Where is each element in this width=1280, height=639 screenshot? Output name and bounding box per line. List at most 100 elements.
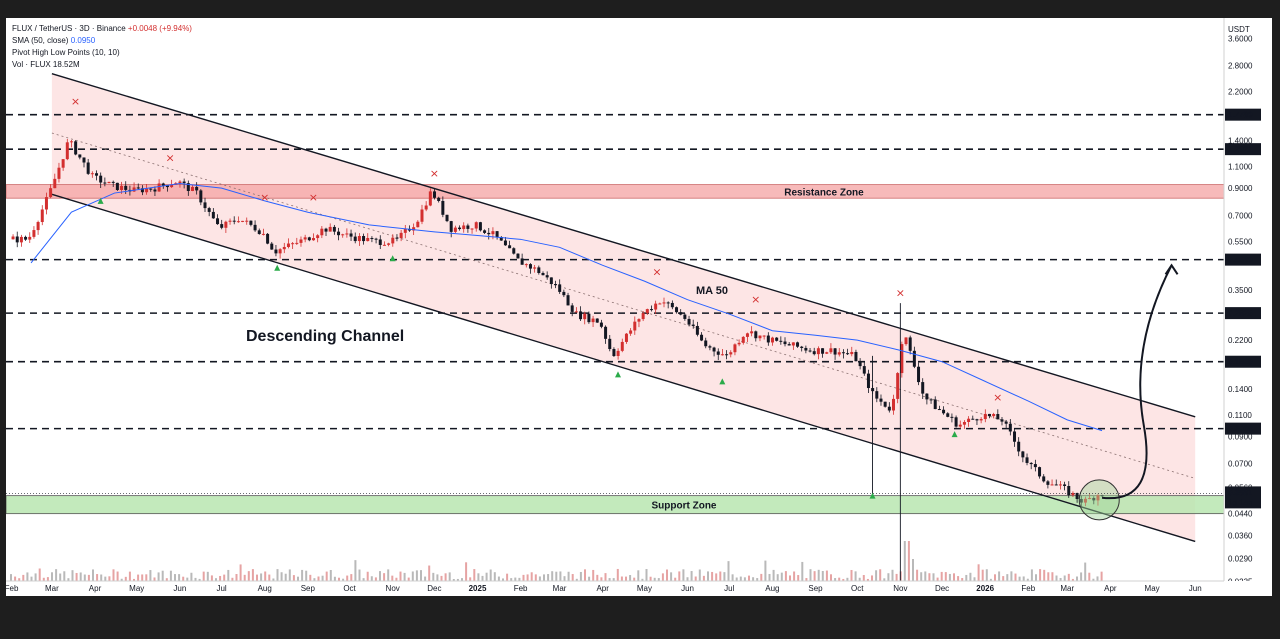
- candle-body: [962, 421, 966, 425]
- volume-bar: [477, 573, 480, 581]
- volume-bar: [116, 571, 119, 581]
- volume-bar: [223, 574, 226, 581]
- chart-canvas[interactable]: × × × × × × × × × Descending Channel MA 50 Resistan…: [6, 18, 1272, 596]
- x-tick-label: Mar: [553, 584, 567, 593]
- volume-bar: [1059, 577, 1062, 581]
- symbol-text[interactable]: FLUX / TetherUS · 3D · Binance: [12, 24, 126, 33]
- candle-body: [892, 398, 896, 411]
- x-tick-label: Dec: [935, 584, 949, 593]
- candle-body: [341, 234, 345, 236]
- x-tick-label: Jul: [216, 584, 226, 593]
- pivot-low-marker: [389, 255, 396, 262]
- volume-bar: [1022, 576, 1025, 581]
- candle-body: [266, 233, 270, 244]
- volume-bar: [739, 576, 742, 581]
- candle-body: [904, 337, 908, 345]
- candle-body: [478, 222, 482, 231]
- candle-body: [282, 246, 286, 250]
- x-tick-label: Nov: [893, 584, 907, 593]
- volume-bar: [866, 578, 869, 581]
- candle-body: [190, 186, 194, 191]
- candle-body: [1071, 492, 1075, 496]
- volume-bar: [961, 578, 964, 581]
- sma-50-line: [30, 182, 1103, 432]
- volume-bar: [366, 571, 369, 581]
- volume-bar: [854, 571, 857, 581]
- y-tick-label: 0.0360: [1228, 531, 1253, 540]
- volume-bar: [649, 576, 652, 581]
- volume-bar: [588, 576, 591, 581]
- support-zone: [6, 495, 1225, 515]
- volume-bar: [30, 576, 33, 581]
- candle-body: [103, 182, 107, 184]
- pivot-low-marker: [97, 197, 104, 204]
- candle-body: [32, 230, 36, 237]
- candle-body: [232, 220, 236, 222]
- pivot-high-marker: ×: [751, 293, 760, 306]
- candle-body: [170, 184, 174, 188]
- volume-bar: [338, 577, 340, 581]
- volume-bar: [374, 577, 377, 581]
- volume-bar: [391, 575, 394, 581]
- x-tick-label: Oct: [851, 584, 864, 593]
- volume-bar: [903, 541, 906, 581]
- volume-bar: [764, 560, 767, 581]
- candle-body: [1025, 457, 1029, 463]
- volume-bar: [551, 571, 554, 581]
- volume-bar: [547, 574, 550, 581]
- legend-pivot-row[interactable]: Pivot High Low Points (10, 10): [12, 47, 192, 59]
- volume-bar: [743, 577, 746, 581]
- candle-body: [971, 418, 975, 420]
- candle-body: [453, 227, 457, 232]
- candle-body: [49, 188, 53, 198]
- candle-body: [220, 224, 224, 228]
- candle-body: [562, 291, 566, 296]
- volume-bar: [719, 571, 722, 581]
- level-label: 0.4639: [1228, 256, 1253, 265]
- volume-bar: [772, 569, 775, 581]
- pivot-low-marker: [951, 431, 958, 438]
- x-tick-label: Sep: [301, 584, 316, 593]
- volume-bar: [256, 574, 258, 581]
- candle-body: [662, 302, 666, 304]
- candle-body: [670, 302, 674, 308]
- volume-bar: [526, 574, 529, 581]
- candle-body: [716, 351, 720, 355]
- pivot-high-marker: ×: [993, 391, 1002, 404]
- candle-body: [858, 361, 862, 367]
- x-tick-label: Oct: [343, 584, 356, 593]
- candle-body: [399, 232, 403, 239]
- volume-bar: [198, 578, 201, 581]
- candle-body: [796, 342, 800, 347]
- candle-body: [161, 183, 165, 186]
- legend-vol-row[interactable]: Vol · FLUX 18.52M: [12, 59, 192, 71]
- candle-body: [549, 277, 553, 285]
- volume-bar: [727, 561, 730, 581]
- volume-bar: [973, 577, 976, 581]
- volume-bar: [428, 565, 431, 581]
- volume-bar: [981, 569, 984, 581]
- volume-bar: [379, 571, 381, 581]
- x-tick-label: Aug: [765, 584, 779, 593]
- candle-body: [645, 309, 649, 314]
- volume-bar: [920, 572, 923, 581]
- candle-body: [1075, 492, 1079, 500]
- volume-bar: [825, 570, 828, 581]
- chart-frame[interactable]: × × × × × × × × × Descending Channel MA 50 Resistan…: [6, 18, 1272, 596]
- candle-body: [700, 334, 704, 341]
- legend-sma-row[interactable]: SMA (50, close) 0.0950: [12, 35, 192, 47]
- candle-body: [261, 233, 265, 235]
- candle-body: [15, 236, 19, 243]
- candle-body: [95, 173, 99, 176]
- candle-body: [975, 419, 979, 421]
- candle-body: [36, 222, 40, 231]
- candle-body: [850, 351, 854, 355]
- volume-bar: [333, 576, 336, 581]
- volume-bar: [883, 578, 886, 581]
- volume-bar: [411, 571, 414, 581]
- volume-bar: [891, 569, 894, 581]
- volume-bar: [96, 574, 99, 581]
- candle-body: [374, 238, 378, 240]
- volume-bar: [633, 577, 636, 581]
- candle-body: [466, 225, 470, 229]
